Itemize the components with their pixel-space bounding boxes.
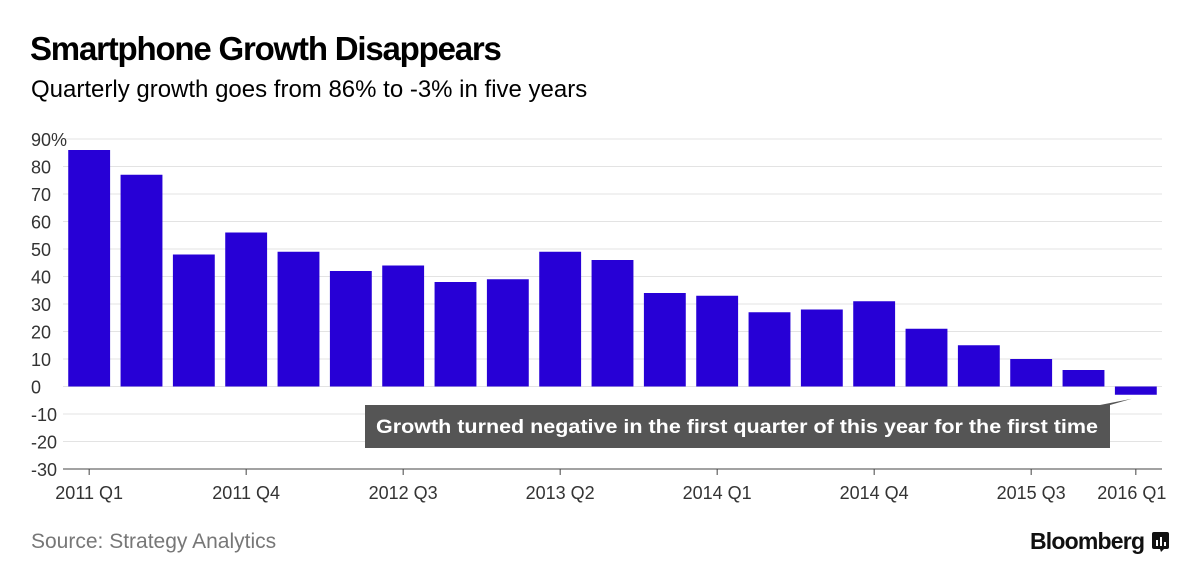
y-tick-label: 0 [31, 378, 41, 398]
chart-subtitle: Quarterly growth goes from 86% to -3% in… [31, 76, 588, 103]
x-tick-label: 2013 Q2 [526, 483, 595, 503]
y-tick-label: 40 [31, 268, 51, 288]
bars [68, 150, 1157, 395]
x-tick-label: 2011 Q1 [55, 483, 123, 503]
x-tick-label: 2014 Q4 [840, 483, 909, 503]
x-tick-label: 2011 Q4 [212, 483, 280, 503]
bar [120, 174, 163, 387]
y-tick-label: -10 [31, 405, 57, 425]
bar [853, 301, 896, 387]
bar [696, 295, 739, 387]
bar [1114, 386, 1157, 395]
y-tick-label: 10 [31, 350, 51, 370]
bar [591, 260, 634, 387]
bar [748, 312, 791, 387]
bar [277, 251, 320, 387]
y-tick-label: 80 [31, 158, 51, 178]
annotation: Growth turned negative in the first quar… [365, 398, 1132, 448]
bar [957, 345, 1000, 387]
y-tick-label: 90% [31, 130, 67, 150]
bar [225, 232, 268, 387]
y-tick-label: -20 [31, 433, 57, 453]
bar [329, 271, 372, 387]
bar [539, 251, 582, 387]
bar [68, 150, 111, 387]
x-tick-label: 2012 Q3 [369, 483, 438, 503]
y-tick-label: 60 [31, 213, 51, 233]
bar [172, 254, 215, 387]
bloomberg-chart-icon [1152, 532, 1169, 552]
bar [800, 309, 843, 387]
y-tick-label: 70 [31, 185, 51, 205]
y-axis-ticks: 90% 80 70 60 50 40 30 20 10 0 -10 -20 -30 [31, 130, 67, 480]
y-tick-label: -30 [31, 460, 57, 480]
source-note: Source: Strategy Analytics [31, 530, 277, 553]
bar [905, 328, 948, 387]
brand-logo-text: Bloomberg [1030, 528, 1145, 554]
bar [382, 265, 425, 387]
chart-title: Smartphone Growth Disappears [30, 30, 502, 67]
x-tick-label: 2016 Q1 [1097, 483, 1166, 503]
x-tick-label: 2015 Q3 [997, 483, 1066, 503]
bar [486, 279, 529, 387]
y-tick-label: 50 [31, 240, 51, 260]
bar [1062, 370, 1105, 387]
x-tick-label: 2014 Q1 [683, 483, 752, 503]
annotation-box [365, 405, 1110, 448]
annotation-pointer [1100, 398, 1132, 405]
bar [643, 293, 686, 387]
bar [434, 282, 477, 387]
y-tick-label: 30 [31, 295, 51, 315]
x-axis: 2011 Q1 2011 Q4 2012 Q3 2013 Q2 2014 Q1 2014 … [55, 468, 1166, 503]
y-tick-label: 20 [31, 323, 51, 343]
annotation-text: Growth turned negative in the first quar… [376, 417, 1098, 438]
bar [1010, 359, 1053, 387]
